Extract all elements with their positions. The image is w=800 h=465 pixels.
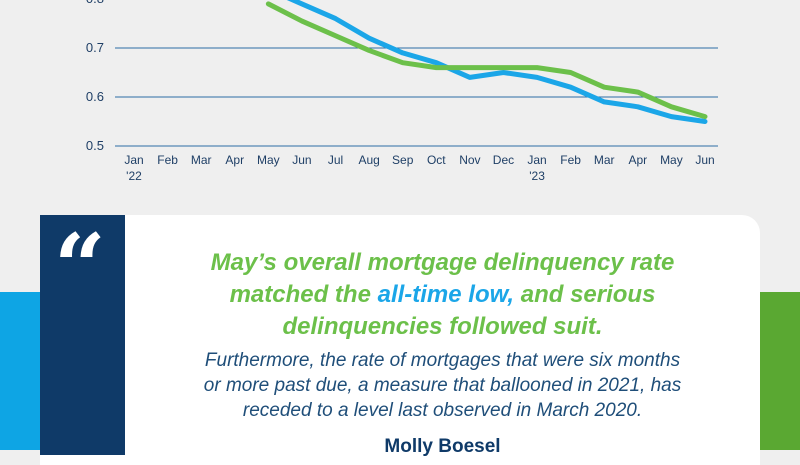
x-tick-label: Feb bbox=[560, 153, 581, 167]
x-tick-label: Mar bbox=[594, 153, 615, 167]
x-tick-label: Jan bbox=[527, 153, 546, 167]
body-text: Furthermore, the rate of mortgages that … bbox=[204, 350, 681, 371]
x-tick-label: Jul bbox=[328, 153, 343, 167]
quote-body: Furthermore, the rate of mortgages that … bbox=[150, 348, 735, 423]
series-line bbox=[265, 1, 708, 120]
series-line bbox=[286, 0, 708, 124]
headline-text: delinquencies followed suit. bbox=[282, 313, 603, 340]
quote-sidebar bbox=[40, 215, 125, 455]
x-tick-label: May bbox=[257, 153, 280, 167]
y-tick-label: 0.5 bbox=[86, 138, 104, 153]
body-text: receded to a level last observed in Marc… bbox=[242, 400, 643, 421]
x-tick-label: Apr bbox=[225, 153, 244, 167]
x-tick-label: Nov bbox=[459, 153, 480, 167]
x-tick-label: Feb bbox=[157, 153, 178, 167]
headline-text: matched the bbox=[229, 281, 378, 308]
x-tick-label: Apr bbox=[628, 153, 647, 167]
y-tick-label: 0.6 bbox=[86, 89, 104, 104]
x-year-label: '23 bbox=[529, 169, 545, 183]
y-tick-label: 0.7 bbox=[86, 40, 104, 55]
quote-card bbox=[40, 215, 760, 465]
headline-text: and serious bbox=[514, 281, 656, 308]
x-tick-label: Jun bbox=[292, 153, 311, 167]
quote-author: Molly Boesel bbox=[384, 436, 501, 457]
x-year-label: '22 bbox=[126, 169, 142, 183]
x-tick-label: Aug bbox=[358, 153, 379, 167]
headline-text: May’s overall mortgage delinquency rate bbox=[210, 249, 675, 276]
x-tick-label: Jan bbox=[124, 153, 143, 167]
x-tick-label: May bbox=[660, 153, 683, 167]
x-tick-label: Jun bbox=[695, 153, 714, 167]
quote-mark: “ bbox=[54, 214, 106, 320]
quote-headline: May’s overall mortgage delinquency rate m… bbox=[150, 247, 735, 343]
headline-highlight: all-time low, bbox=[377, 281, 515, 308]
x-tick-label: Mar bbox=[191, 153, 212, 167]
x-tick-label: Sep bbox=[392, 153, 414, 167]
x-tick-label: Dec bbox=[493, 153, 514, 167]
y-tick-label: 0.8 bbox=[86, 0, 104, 6]
chart: 0.5 0.6 0.7 0.8 Jan '22 Feb Mar Apr May Jun Jul Aug S… bbox=[86, 0, 718, 183]
body-text: or more past due, a measure that balloon… bbox=[203, 375, 682, 396]
x-tick-label: Oct bbox=[427, 153, 446, 167]
